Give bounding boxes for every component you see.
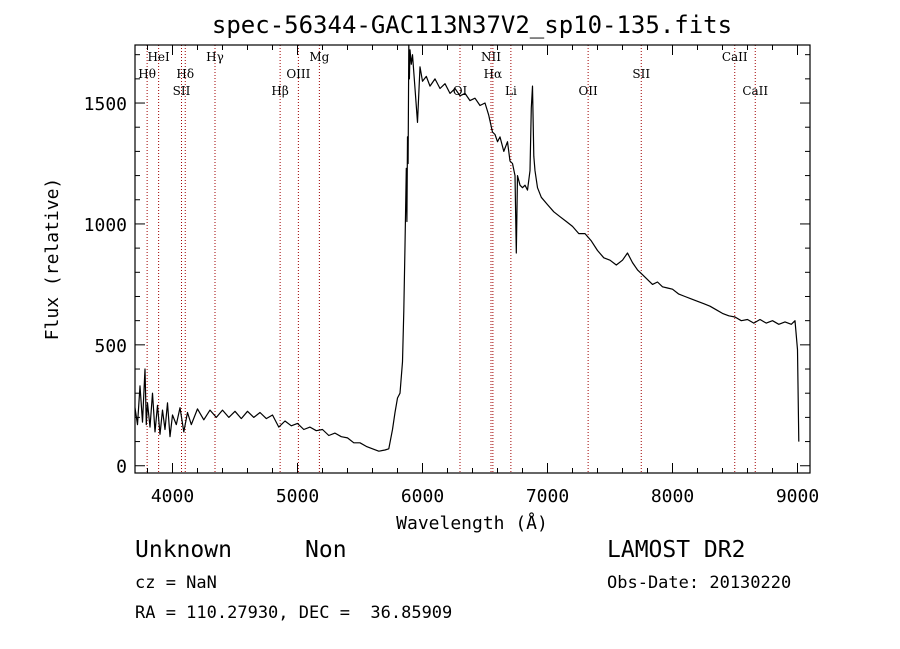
x-tick-label: 4000 bbox=[151, 486, 194, 507]
coordinates: RA = 110.27930, DEC = 36.85909 bbox=[135, 603, 453, 623]
spectral-line-label-3: Hδ bbox=[176, 67, 194, 81]
x-tick-label: 6000 bbox=[401, 486, 444, 507]
x-tick-label: 5000 bbox=[276, 486, 319, 507]
y-tick-label: 1000 bbox=[84, 215, 127, 236]
y-axis: 0 500 1000 1500 bbox=[84, 54, 810, 478]
spectral-line-label-1: HeI bbox=[147, 50, 170, 64]
spectral-line-label-6: OIII bbox=[286, 67, 310, 81]
x-tick-label: 7000 bbox=[526, 486, 569, 507]
spectral-line-label-10: Hα bbox=[484, 67, 503, 81]
spectral-line-label-15: CaII bbox=[742, 84, 768, 98]
x-axis: 4000 5000 6000 7000 8000 9000 bbox=[147, 45, 819, 507]
y-tick-label: 1500 bbox=[84, 94, 127, 115]
spectral-line-label-9: NII bbox=[481, 50, 501, 64]
x-axis-label: Wavelength (Å) bbox=[396, 512, 548, 534]
spectral-line-label-5: Hβ bbox=[271, 84, 288, 98]
x-tick-label: 8000 bbox=[651, 486, 694, 507]
observation-date: Obs-Date: 20130220 bbox=[607, 573, 792, 593]
redshift-cz: cz = NaN bbox=[135, 573, 217, 593]
plot-frame bbox=[134, 44, 811, 474]
chart-title: spec-56344-GAC113N37V2_sp10-135.fits bbox=[212, 11, 732, 39]
object-class: Unknown bbox=[135, 537, 232, 563]
spectrum-line bbox=[134, 44, 800, 452]
survey-release: LAMOST DR2 bbox=[607, 537, 746, 563]
spectral-line-label-13: SII bbox=[632, 67, 650, 81]
spectral-line-label-0: Hθ bbox=[138, 67, 156, 81]
x-tick-label: 9000 bbox=[776, 486, 819, 507]
spectral-line-label-2: SII bbox=[173, 84, 191, 98]
spectral-line-label-11: Li bbox=[505, 84, 517, 98]
spectral-line-label-14: CaII bbox=[722, 50, 748, 64]
spectral-line-label-12: OII bbox=[578, 84, 598, 98]
spectral-line-label-7: Mg bbox=[309, 50, 329, 64]
spectral-line-label-4: Hγ bbox=[206, 50, 224, 64]
y-tick-label: 500 bbox=[94, 336, 127, 357]
y-tick-label: 0 bbox=[116, 457, 127, 478]
y-axis-label: Flux (relative) bbox=[42, 178, 63, 341]
object-subclass: Non bbox=[305, 537, 347, 563]
